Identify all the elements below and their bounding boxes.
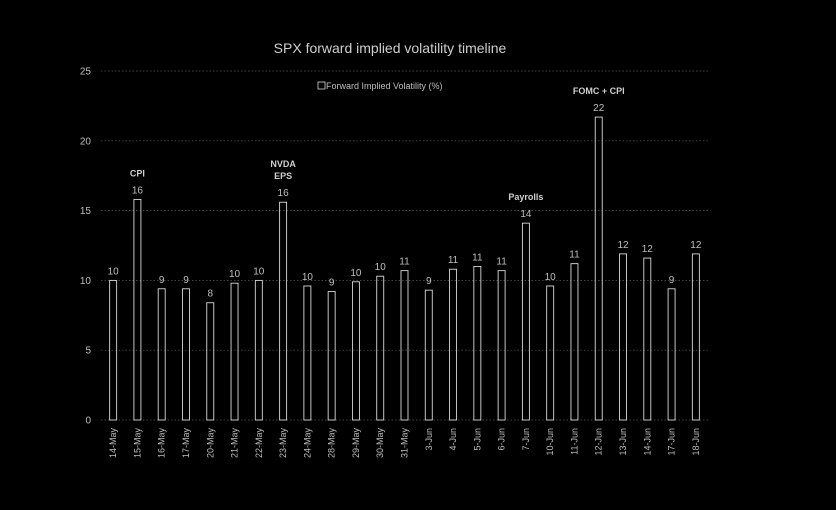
data-label: 16 xyxy=(132,185,144,196)
x-tick-label: 17-May xyxy=(181,428,191,459)
x-tick-label: 7-Jun xyxy=(521,428,531,451)
data-label: 10 xyxy=(375,262,387,273)
bar xyxy=(691,253,700,421)
x-tick-label: 3-Jun xyxy=(424,428,434,451)
data-label: 9 xyxy=(669,275,675,286)
xtick-layer: 14-May 15-May 16-May 17-May 20-May 21-May 22-M… xyxy=(108,428,701,459)
bar xyxy=(473,265,482,421)
x-tick-label: 20-May xyxy=(205,428,215,459)
data-label: 10 xyxy=(545,272,557,283)
data-label: 11 xyxy=(472,252,483,263)
x-tick-label: 31-May xyxy=(400,428,410,459)
data-label: 8 xyxy=(207,289,213,300)
x-tick-label: 16-May xyxy=(157,428,167,459)
bar xyxy=(303,285,312,421)
x-tick-label: 5-Jun xyxy=(472,428,482,451)
y-tick-label: 20 xyxy=(80,136,92,147)
data-label: 12 xyxy=(642,244,654,255)
data-label: 10 xyxy=(229,269,241,280)
legend: Forward Implied Volatility (%) xyxy=(317,81,443,91)
x-tick-label: 14-May xyxy=(108,428,118,459)
x-tick-label: 23-May xyxy=(278,428,288,459)
data-label: 14 xyxy=(520,209,532,220)
y-tick-label: 10 xyxy=(80,276,92,287)
data-label: 9 xyxy=(329,278,335,289)
x-tick-label: 11-Jun xyxy=(569,428,579,455)
data-label: 10 xyxy=(302,272,314,283)
event-annotation: NVDA xyxy=(270,159,296,169)
x-tick-label: 29-May xyxy=(351,428,361,459)
data-label: 10 xyxy=(108,266,120,277)
data-label: 11 xyxy=(448,255,459,266)
x-tick-label: 15-May xyxy=(132,428,142,459)
label-layer: 10 16 9 9 8 10 10 16 10 9 10 10 11 9 11 11 11 14 10 11 22 12 1… xyxy=(108,103,702,300)
bar xyxy=(109,279,118,421)
data-label: 11 xyxy=(569,250,580,261)
bar xyxy=(570,263,579,421)
x-tick-label: 22-May xyxy=(254,428,264,459)
event-annotation: EPS xyxy=(274,171,292,181)
data-label: 11 xyxy=(496,257,507,268)
bar xyxy=(424,289,433,421)
bar xyxy=(327,291,336,421)
chart-title: SPX forward implied volatility timeline xyxy=(274,40,507,56)
x-tick-label: 6-Jun xyxy=(497,428,507,451)
data-label: 16 xyxy=(278,188,290,199)
data-label: 22 xyxy=(593,103,605,114)
x-tick-label: 13-Jun xyxy=(618,428,628,456)
data-label: 11 xyxy=(399,257,410,268)
legend-swatch xyxy=(317,81,326,90)
x-tick-label: 12-Jun xyxy=(594,428,604,456)
bar xyxy=(400,270,409,421)
x-tick-label: 28-May xyxy=(327,428,337,459)
bar xyxy=(182,288,190,421)
bar xyxy=(254,279,263,421)
data-label: 10 xyxy=(350,268,362,279)
x-tick-label: 4-Jun xyxy=(448,428,458,451)
x-tick-label: 10-Jun xyxy=(545,428,555,456)
data-label: 9 xyxy=(426,276,432,287)
bar xyxy=(521,222,530,421)
bar xyxy=(230,282,239,421)
bar xyxy=(643,257,652,421)
bar xyxy=(206,302,215,421)
bar xyxy=(133,198,142,421)
bar xyxy=(157,288,166,421)
bar xyxy=(594,116,603,421)
annotation-layer: CPI NVDA EPS Payrolls FOMC + CPI xyxy=(130,86,625,202)
x-tick-label: 21-May xyxy=(230,428,240,459)
x-tick-label: 30-May xyxy=(375,428,385,459)
bar xyxy=(546,285,555,421)
data-label: 12 xyxy=(617,240,629,251)
event-annotation: FOMC + CPI xyxy=(573,86,625,96)
data-label: 10 xyxy=(253,266,265,277)
y-tick-label: 15 xyxy=(80,206,92,217)
y-tick-label: 5 xyxy=(85,346,91,357)
legend-label: Forward Implied Volatility (%) xyxy=(326,81,443,91)
bar xyxy=(376,275,385,421)
bar xyxy=(667,288,676,421)
y-tick-label: 0 xyxy=(85,416,91,427)
data-label: 9 xyxy=(159,275,165,286)
event-annotation: Payrolls xyxy=(508,192,543,202)
bar xyxy=(279,201,288,421)
x-tick-label: 14-Jun xyxy=(642,428,652,456)
event-annotation: CPI xyxy=(130,168,145,178)
bar xyxy=(351,281,360,421)
data-label: 9 xyxy=(183,275,189,286)
x-tick-label: 24-May xyxy=(302,428,312,459)
bar xyxy=(619,253,627,421)
data-label: 12 xyxy=(690,240,702,251)
bar xyxy=(449,268,458,421)
y-tick-label: 25 xyxy=(80,67,92,78)
x-tick-label: 18-Jun xyxy=(691,428,701,456)
bar xyxy=(497,270,506,421)
bar-layer xyxy=(109,116,700,421)
ytick-layer: 0 5 10 15 20 25 xyxy=(80,67,92,427)
x-tick-label: 17-Jun xyxy=(667,428,677,456)
